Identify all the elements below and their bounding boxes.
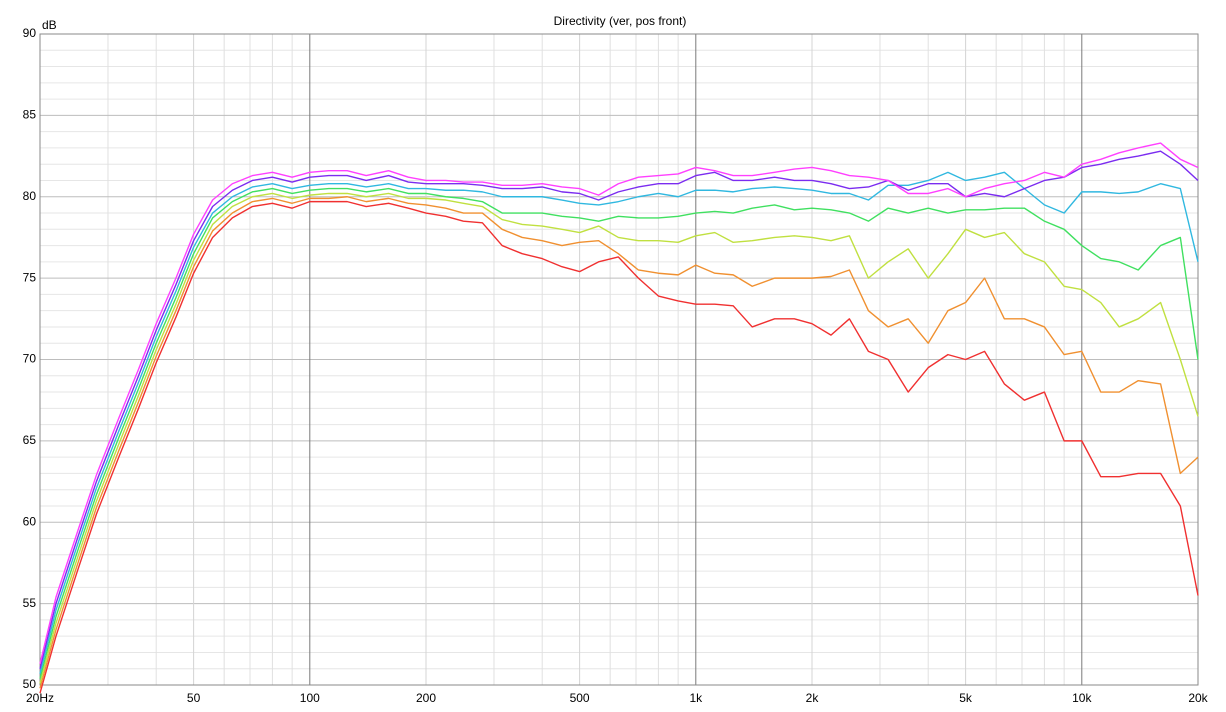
y-tick-label: 55 — [23, 596, 37, 610]
y-tick-label: 65 — [23, 433, 37, 447]
x-tick-label: 20k — [1188, 691, 1208, 705]
series-line — [39, 196, 1199, 689]
x-tick-label: 20Hz — [26, 691, 54, 705]
y-axis-label: dB — [42, 18, 57, 32]
y-tick-label: 70 — [23, 352, 37, 366]
series-line — [39, 171, 1199, 674]
y-tick-label: 85 — [23, 108, 37, 122]
x-tick-label: 50 — [187, 691, 201, 705]
y-tick-label: 75 — [23, 270, 37, 284]
y-tick-label: 90 — [23, 26, 37, 40]
series-line — [39, 200, 1199, 694]
x-tick-label: 1k — [689, 691, 703, 705]
series-line — [39, 187, 1199, 679]
x-tick-label: 200 — [416, 691, 436, 705]
y-tick-label: 80 — [23, 189, 37, 203]
chart-title: Directivity (ver, pos front) — [554, 14, 687, 28]
y-tick-label: 50 — [23, 677, 37, 691]
series-line — [39, 192, 1199, 684]
x-tick-label: 5k — [959, 691, 973, 705]
x-tick-label: 10k — [1072, 691, 1092, 705]
x-tick-label: 500 — [570, 691, 590, 705]
y-tick-label: 60 — [23, 514, 37, 528]
series-line — [39, 142, 1199, 665]
series-line — [39, 150, 1199, 669]
x-tick-label: 100 — [300, 691, 320, 705]
x-tick-label: 2k — [806, 691, 820, 705]
